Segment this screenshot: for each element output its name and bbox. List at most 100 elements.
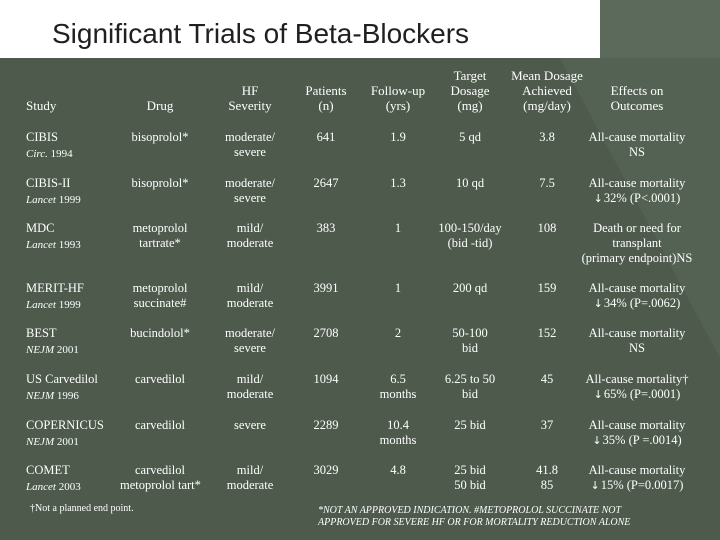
- effects-value: NS: [572, 341, 702, 356]
- mean-value: 7.5: [539, 176, 555, 190]
- patients-value: 641: [316, 130, 336, 144]
- study-name: BEST: [26, 326, 57, 340]
- drug-value: metoprolol: [132, 281, 188, 295]
- drug-value: bisoprolol*: [131, 130, 189, 144]
- fu-value: 4.8: [390, 463, 406, 477]
- study-journal: NEJM 2001: [26, 435, 126, 450]
- target-value: 50 bid: [454, 478, 486, 492]
- drug-value: tartrate*: [139, 236, 181, 250]
- header-target-dosage-line-1: Target: [453, 68, 487, 83]
- study-name: CIBIS: [26, 130, 58, 144]
- header-study: Study: [26, 98, 57, 113]
- target-value: bid: [462, 341, 478, 355]
- effects-text: Death or need for: [593, 221, 681, 235]
- effects-value: All-cause mortality†: [572, 372, 702, 387]
- drug-value: bucindolol*: [130, 326, 190, 340]
- fu-value: 1: [394, 221, 402, 235]
- journal-name: NEJM: [26, 390, 55, 402]
- patients-value: 3991: [313, 281, 339, 295]
- effects-text: 65% (P=.0001): [603, 387, 681, 401]
- effects-text: (primary endpoint)NS: [581, 251, 693, 265]
- header-mean-dosage-line-3: (mg/day): [523, 98, 571, 113]
- effects-text: 32% (P<.0001): [603, 191, 681, 205]
- study-journal: NEJM 1996: [26, 389, 126, 404]
- journal-name: NEJM: [26, 436, 55, 448]
- hf-value: moderate/: [225, 176, 275, 190]
- drug-value: metoprolol: [132, 221, 188, 235]
- journal-name: NEJM: [26, 344, 55, 356]
- corner-band: [600, 0, 720, 58]
- effects-value: (primary endpoint)NS: [572, 251, 702, 266]
- target-value: 6.25 to 50: [444, 372, 496, 386]
- mean-value: 152: [537, 326, 557, 340]
- mean-value: 108: [537, 221, 557, 235]
- effects-text: All-cause mortality: [588, 418, 686, 432]
- study-name: US Carvedilol: [26, 372, 98, 386]
- effects-value: ↓35% (P =.0014): [572, 433, 702, 448]
- header-follow-up-line-2: (yrs): [385, 98, 411, 113]
- effects-value: ↓32% (P<.0001): [572, 191, 702, 206]
- effects-value: NS: [572, 145, 702, 160]
- patients-value: 383: [316, 221, 336, 235]
- drug-value: bisoprolol*: [131, 176, 189, 190]
- effects-value: ↓34% (P=.0062): [572, 296, 702, 311]
- mean-value: 159: [537, 281, 557, 295]
- header-mean-dosage-line-2: Achieved: [522, 83, 572, 98]
- drug-value: metoprolol tart*: [120, 478, 201, 492]
- study-journal: Lancet 1999: [26, 193, 126, 208]
- effects-value: All-cause mortality: [572, 130, 702, 145]
- header-effects-line-1: Effects on: [610, 83, 664, 98]
- effects-text: NS: [629, 145, 645, 159]
- hf-value: severe: [234, 341, 266, 355]
- target-value: 100-150/day: [438, 221, 502, 235]
- fu-value: 1.3: [390, 176, 406, 190]
- hf-value: mild/: [236, 372, 264, 386]
- study-name: MERIT-HF: [26, 281, 84, 295]
- effects-value: transplant: [572, 236, 702, 251]
- journal-name: Lancet: [26, 239, 56, 251]
- page-title: Significant Trials of Beta-Blockers: [52, 18, 470, 49]
- drug-value: carvedilol: [135, 372, 185, 386]
- header-patients-line-2: (n): [318, 98, 334, 113]
- title-band: [0, 0, 600, 58]
- mean-value: 41.8: [536, 463, 558, 477]
- study-journal: Circ. 1994: [26, 147, 126, 162]
- fu-value: 10.4: [387, 418, 409, 432]
- header-hf-severity-line-2: Severity: [228, 98, 272, 113]
- effects-text: 34% (P=.0062): [603, 296, 681, 310]
- effects-text: All-cause mortality: [588, 176, 686, 190]
- journal-year: 2001: [54, 344, 79, 356]
- hf-value: severe: [234, 191, 266, 205]
- effects-text: All-cause mortality: [588, 130, 686, 144]
- journal-year: 1999: [55, 194, 81, 206]
- patients-value: 3029: [313, 463, 339, 477]
- effects-text: All-cause mortality†: [585, 372, 689, 386]
- effects-value: ↓65% (P=.0001): [572, 387, 702, 402]
- target-value: 25 bid: [454, 418, 486, 432]
- mean-value: 3.8: [539, 130, 555, 144]
- journal-year: 2001: [54, 436, 79, 448]
- hf-value: moderate/: [225, 326, 275, 340]
- header-hf-severity-line-1: HF: [241, 83, 259, 98]
- hf-value: moderate/: [225, 130, 275, 144]
- journal-name: Lancet: [26, 299, 56, 311]
- effects-text: 15% (P=0.0017): [600, 478, 684, 492]
- hf-value: moderate: [226, 296, 274, 310]
- mean-value: 85: [540, 478, 554, 492]
- header-patients-line-1: Patients: [305, 83, 347, 98]
- drug-value: succinate#: [133, 296, 187, 310]
- down-arrow-icon: ↓: [593, 297, 603, 310]
- study-name: COMET: [26, 463, 70, 477]
- mean-value: 45: [540, 372, 554, 386]
- effects-value: All-cause mortality: [572, 281, 702, 296]
- target-value: 25 bid: [454, 463, 486, 477]
- target-value: 200 qd: [452, 281, 488, 295]
- study-journal: NEJM 2001: [26, 343, 126, 358]
- hf-value: moderate: [226, 387, 274, 401]
- hf-value: mild/: [236, 463, 264, 477]
- hf-value: moderate: [226, 236, 274, 250]
- effects-text: NS: [629, 341, 645, 355]
- patients-value: 2289: [313, 418, 339, 432]
- effects-value: All-cause mortality: [572, 463, 702, 478]
- effects-text: transplant: [612, 236, 662, 250]
